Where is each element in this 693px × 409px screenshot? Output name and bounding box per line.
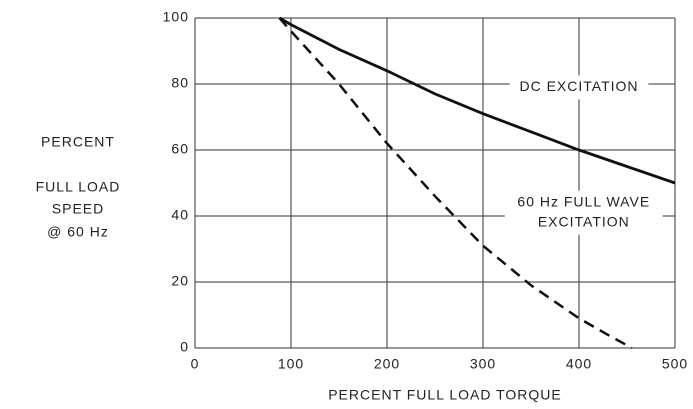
y-tick-label: 20 bbox=[171, 273, 189, 289]
y-tick-label: 60 bbox=[171, 141, 189, 157]
annotation: 60 Hz FULL WAVE bbox=[517, 193, 650, 209]
series-line bbox=[278, 17, 633, 350]
x-tick-label: 400 bbox=[566, 356, 592, 372]
y-tick-label: 80 bbox=[171, 75, 189, 91]
annotation: DC EXCITATION bbox=[519, 78, 638, 94]
x-axis-label: PERCENT FULL LOAD TORQUE bbox=[328, 387, 562, 403]
y-tick-label: 0 bbox=[180, 339, 189, 355]
y-axis-label: SPEED bbox=[52, 201, 104, 217]
x-tick-label: 100 bbox=[278, 356, 304, 372]
annotation-background bbox=[509, 75, 649, 100]
annotation-background bbox=[504, 190, 663, 235]
x-tick-label: 0 bbox=[191, 356, 200, 372]
y-axis-label: FULL LOAD bbox=[36, 179, 121, 195]
y-tick-label: 100 bbox=[163, 9, 189, 25]
x-tick-label: 200 bbox=[374, 356, 400, 372]
y-axis-label: @ 60 Hz bbox=[47, 224, 109, 240]
x-tick-label: 300 bbox=[470, 356, 496, 372]
series-line bbox=[278, 16, 676, 185]
y-tick-label: 40 bbox=[171, 207, 189, 223]
x-tick-label: 500 bbox=[662, 356, 688, 372]
y-axis-label: PERCENT bbox=[41, 134, 115, 150]
annotation: EXCITATION bbox=[538, 213, 630, 229]
